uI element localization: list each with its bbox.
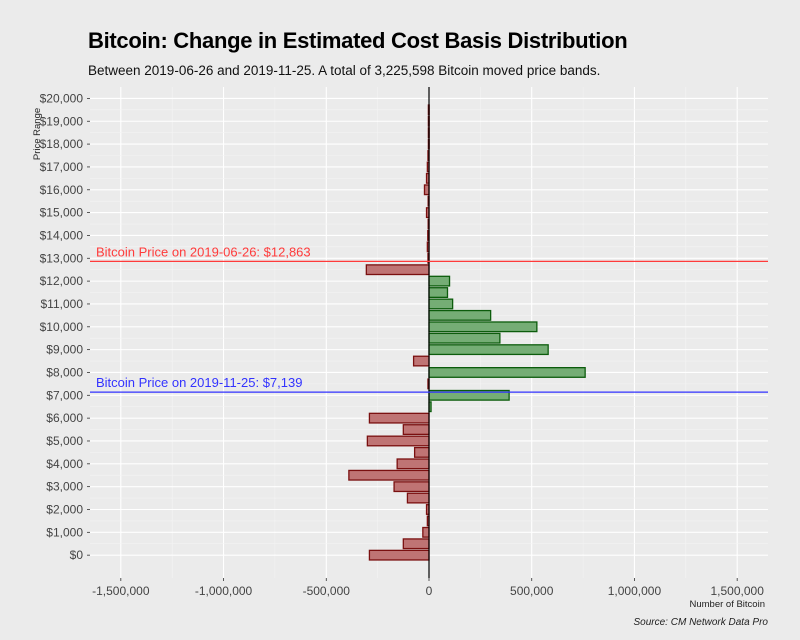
bar-negative (366, 435, 430, 447)
x-tick-label: -500,000 (303, 584, 351, 598)
bar-positive (428, 344, 549, 356)
bar-negative (368, 549, 430, 561)
bar-negative (348, 469, 430, 481)
bar-positive (428, 298, 454, 310)
bar-positive (428, 367, 586, 378)
y-tick-label: $13,000 (40, 251, 84, 265)
x-tick-label: 1,000,000 (608, 584, 662, 598)
x-tick-label: -1,000,000 (195, 584, 253, 598)
y-tick-label: $19,000 (40, 114, 84, 128)
x-axis-title: Number of Bitcoin (689, 599, 765, 610)
bar-positive (428, 321, 538, 333)
chart-title: Bitcoin: Change in Estimated Cost Basis … (88, 28, 628, 53)
bar-negative (412, 355, 430, 367)
bar-positive (428, 309, 492, 321)
y-tick-label: $5,000 (46, 434, 83, 448)
bars-group (348, 87, 586, 578)
y-tick-label: $15,000 (40, 206, 84, 220)
y-tick-label: $3,000 (46, 480, 83, 494)
reference-label-2: Bitcoin Price on 2019-11-25: $7,139 (96, 375, 302, 390)
y-tick-label: $16,000 (40, 183, 84, 197)
bar-negative (413, 446, 430, 458)
bar-negative (393, 481, 430, 493)
bar-negative (402, 538, 430, 550)
y-tick-label: $18,000 (40, 137, 84, 151)
y-tick-label: $9,000 (46, 343, 83, 357)
y-tick-label: $20,000 (40, 91, 84, 105)
y-tick-label: $2,000 (46, 502, 83, 516)
y-tick-label: $17,000 (40, 160, 84, 174)
reference-lines: Bitcoin Price on 2019-06-26: $12,863 Bitc… (90, 244, 768, 393)
bar-negative (365, 264, 430, 276)
bar-positive (428, 275, 451, 287)
bar-negative (406, 492, 430, 504)
x-tick-label: 0 (426, 584, 433, 598)
x-tick-label: 500,000 (510, 584, 554, 598)
x-tick-label: 1,500,000 (710, 584, 764, 598)
y-tick-label: $11,000 (41, 297, 84, 311)
bar-negative (422, 526, 430, 538)
y-tick-label: $8,000 (46, 365, 83, 379)
reference-label-1: Bitcoin Price on 2019-06-26: $12,863 (96, 244, 311, 259)
grid-lines (90, 87, 768, 578)
y-axis-ticks: $0 $1,000 $2,000 $3,000 $4,000 $5,000 $6,000 $7… (40, 91, 90, 562)
x-tick-label: -1,500,000 (92, 584, 150, 598)
x-axis-ticks: -1,500,000 -1,000,000 -500,000 0 500,000 1,00… (92, 578, 764, 598)
y-tick-label: $1,000 (46, 525, 83, 539)
y-tick-label: $12,000 (40, 274, 84, 288)
y-tick-label: $7,000 (46, 388, 83, 402)
y-tick-label: $0 (70, 548, 84, 562)
y-tick-label: $4,000 (46, 457, 83, 471)
bar-negative (402, 424, 430, 436)
y-tick-label: $6,000 (46, 411, 83, 425)
source-caption: Source: CM Network Data Pro (633, 617, 769, 628)
bar-positive (428, 287, 449, 298)
bar-negative (423, 184, 430, 196)
bar-negative (396, 458, 430, 470)
y-axis-title: Price Range (32, 108, 43, 160)
chart-subtitle: Between 2019-06-26 and 2019-11-25. A tot… (88, 63, 601, 78)
bar-positive (428, 332, 501, 344)
y-tick-label: $10,000 (40, 320, 84, 334)
y-tick-label: $14,000 (40, 228, 84, 242)
bar-negative (368, 412, 430, 424)
